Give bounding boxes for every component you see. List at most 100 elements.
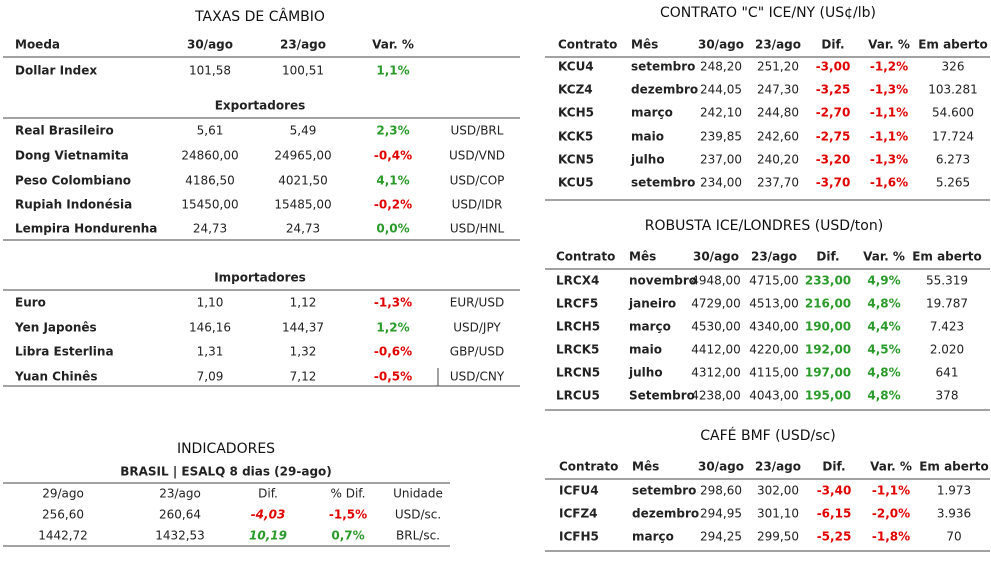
table-cell: Peso Colombiano xyxy=(15,174,131,188)
table-cell: 0,0% xyxy=(376,222,409,236)
table-cell: KCH5 xyxy=(558,106,594,120)
table-cell: 144,37 xyxy=(282,321,324,335)
table-cell: 4513,00 xyxy=(749,297,799,311)
section-title: CAFÉ BMF (USD/sc) xyxy=(700,427,835,444)
table-cell: 216,00 xyxy=(805,297,851,311)
table-cell: -0,2% xyxy=(374,198,412,212)
table-cell: -0,4% xyxy=(374,149,412,163)
table-cell: novembro xyxy=(629,274,697,288)
table-cell: 1,31 xyxy=(197,345,224,359)
column-header: 23/ago xyxy=(755,38,801,52)
table-cell: 146,16 xyxy=(189,321,231,335)
table-cell: -1,6% xyxy=(870,176,908,190)
table-cell: 4412,00 xyxy=(691,343,741,357)
column-header: Var. % xyxy=(870,460,912,474)
table-cell: -1,2% xyxy=(870,60,908,74)
table-cell: 2.020 xyxy=(930,343,964,357)
table-cell: 195,00 xyxy=(805,389,851,403)
table-cell: 1,32 xyxy=(290,345,317,359)
section-title: CONTRATO "C" ICE/NY (US¢/lb) xyxy=(660,5,876,21)
table-cell: 4,1% xyxy=(376,174,409,188)
table-cell: -2,70 xyxy=(816,106,851,120)
table-cell: LRCX4 xyxy=(556,274,599,288)
table-cell: 4530,00 xyxy=(691,320,741,334)
table-cell: 5,49 xyxy=(290,124,317,138)
table-cell: 237,00 xyxy=(700,153,742,167)
table-cell: 190,00 xyxy=(805,320,851,334)
table-cell: 1,12 xyxy=(290,296,317,310)
section-title: INDICADORES xyxy=(177,441,275,457)
table-cell: 19.787 xyxy=(926,297,968,311)
table-cell: 4,4% xyxy=(867,320,900,334)
table-cell: 294,25 xyxy=(700,530,742,544)
column-header: Var. % xyxy=(372,38,414,52)
table-cell: 4,8% xyxy=(867,366,900,380)
table-cell: 24,73 xyxy=(286,222,320,236)
table-cell: 294,95 xyxy=(700,507,742,521)
table-cell: LRCK5 xyxy=(556,343,599,357)
column-header: 30/ago xyxy=(693,250,739,264)
column-header: % Dif. xyxy=(331,487,366,501)
table-cell: 4,9% xyxy=(867,274,900,288)
table-cell: setembro xyxy=(631,60,695,74)
table-cell: 192,00 xyxy=(805,343,851,357)
table-cell: 378 xyxy=(936,389,959,403)
column-header: Em aberto xyxy=(912,250,982,264)
table-cell: 641 xyxy=(936,366,959,380)
layout-lines xyxy=(3,56,990,552)
column-header: Contrato xyxy=(559,460,618,474)
table-cell: 302,00 xyxy=(757,484,799,498)
table-cell: Dong Vietnamita xyxy=(15,149,129,163)
table-cell: 4115,00 xyxy=(749,366,799,380)
column-header: Unidade xyxy=(393,487,443,501)
table-cell: 4021,50 xyxy=(278,174,328,188)
column-header: Mês xyxy=(629,250,656,264)
table-cell: 24860,00 xyxy=(181,149,238,163)
table-cell: 239,85 xyxy=(700,130,742,144)
table-cell: Yen Japonês xyxy=(14,321,97,335)
table-cell: Setembro xyxy=(629,389,695,403)
table-cell: USD/sc. xyxy=(395,508,441,522)
table-cell: 301,10 xyxy=(757,507,799,521)
table-cell: KCN5 xyxy=(558,153,594,167)
column-header: Contrato xyxy=(558,38,617,52)
table-cell: maio xyxy=(631,130,664,144)
table-cell: USD/COP xyxy=(450,174,505,188)
table-cell: dezembro xyxy=(632,507,699,521)
table-cell: 298,60 xyxy=(700,484,742,498)
table-cell: -0,6% xyxy=(374,345,412,359)
table-cell: 103.281 xyxy=(928,83,978,97)
table-cell: Euro xyxy=(15,296,46,310)
table-cell: -4,03 xyxy=(251,508,286,522)
table-cell: julho xyxy=(628,366,663,380)
column-header: Dif. xyxy=(258,487,278,501)
table-cell: -6,15 xyxy=(817,507,852,521)
column-header: Dif. xyxy=(821,38,844,52)
table-cell: 4220,00 xyxy=(749,343,799,357)
table-cell: 244,80 xyxy=(757,106,799,120)
table-cell: 326 xyxy=(942,60,965,74)
table-cell: -1,5% xyxy=(329,508,367,522)
column-header: Dif. xyxy=(822,460,845,474)
table-cell: -1,3% xyxy=(870,83,908,97)
column-header: Em aberto xyxy=(918,38,988,52)
table-cell: ICFZ4 xyxy=(559,507,598,521)
table-cell: -3,70 xyxy=(816,176,851,190)
table-cell: USD/IDR xyxy=(452,198,503,212)
table-cell: 248,20 xyxy=(700,60,742,74)
table-cell: -0,5% xyxy=(374,370,412,384)
table-cell: 233,00 xyxy=(805,274,851,288)
table-cell: KCU5 xyxy=(558,176,594,190)
table-cell: -3,40 xyxy=(817,484,852,498)
table-cell: 240,20 xyxy=(757,153,799,167)
table-cell: KCK5 xyxy=(558,130,593,144)
table-cell: Dollar Index xyxy=(15,64,97,78)
table-cell: LRCH5 xyxy=(556,320,600,334)
table-cell: 197,00 xyxy=(805,366,851,380)
group-title: Importadores xyxy=(214,271,306,285)
table-cell: 4186,50 xyxy=(185,174,235,188)
table-cell: 299,50 xyxy=(757,530,799,544)
table-cell: 1,2% xyxy=(376,321,409,335)
table-cell: 242,60 xyxy=(757,130,799,144)
table-cell: KCZ4 xyxy=(558,83,593,97)
